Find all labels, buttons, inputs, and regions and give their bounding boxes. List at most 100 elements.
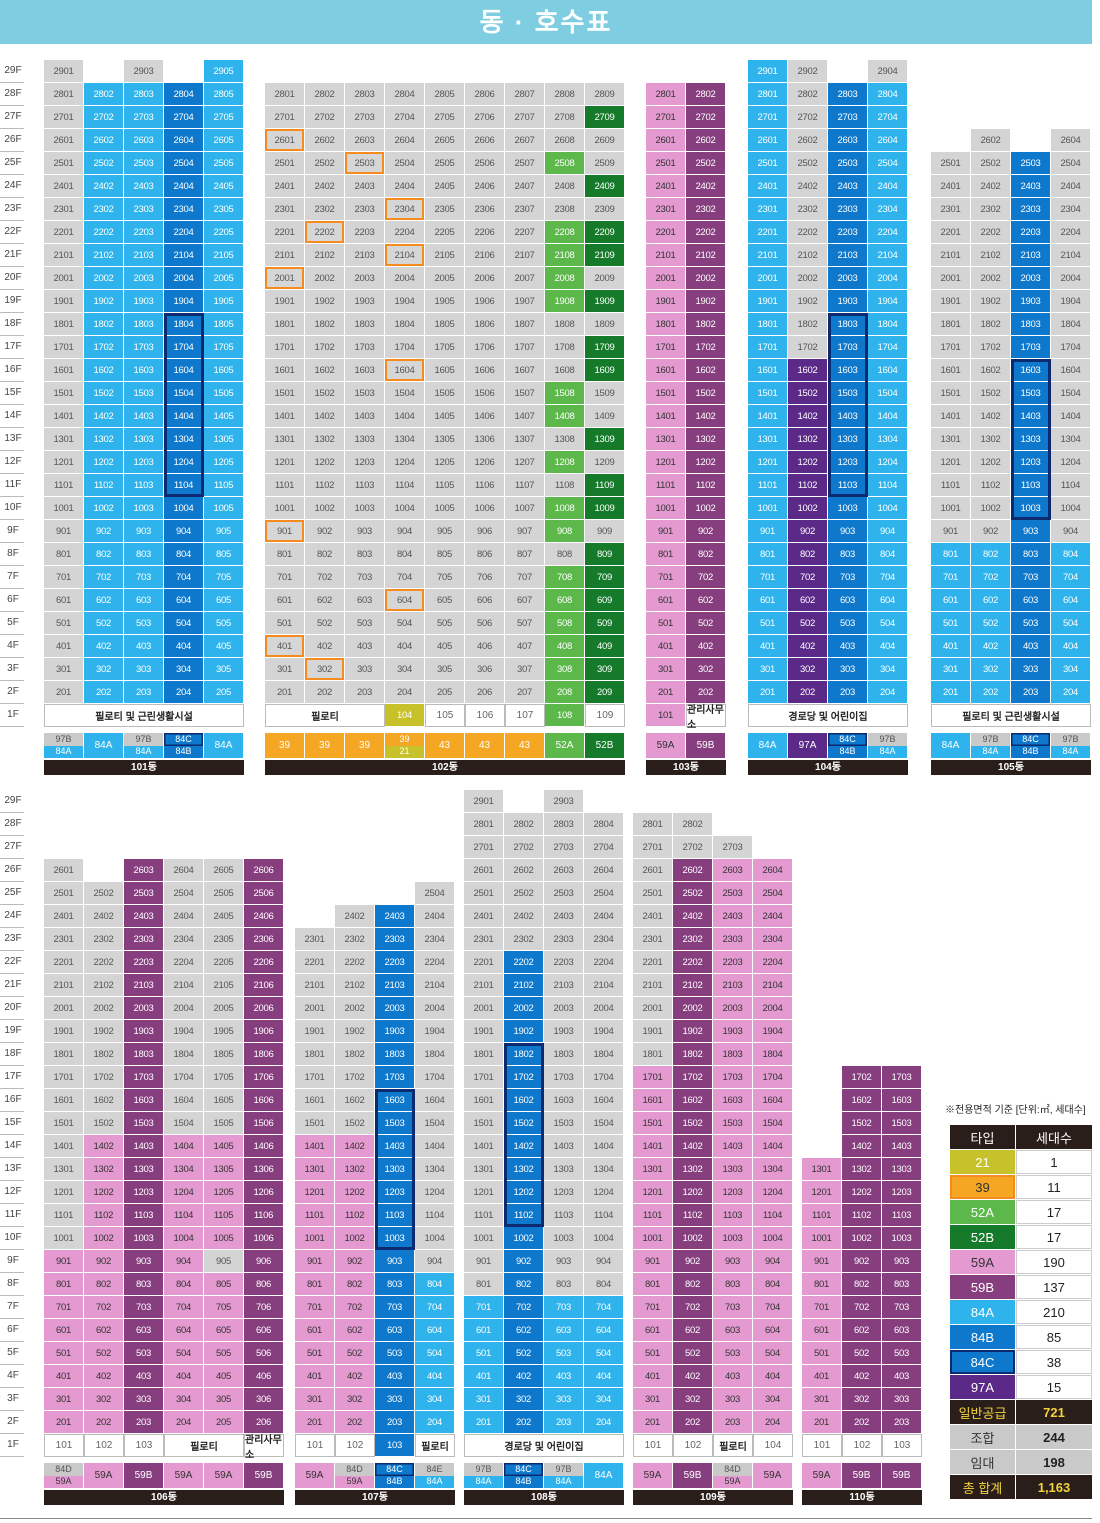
unit-cell: 2402 [971, 175, 1011, 198]
unit-cell: 2506 [244, 882, 284, 905]
unit-cell: 2602 [673, 859, 713, 882]
unit-cell: 203 [124, 1411, 164, 1434]
unit-cell: 1501 [464, 1112, 504, 1135]
unit-cell: 402 [686, 635, 726, 658]
unit-cell: 2203 [375, 951, 415, 974]
legend-type: 52B [950, 1225, 1015, 1249]
unit-cell: 2103 [345, 244, 385, 267]
unit-cell: 1601 [464, 1089, 504, 1112]
first-floor-facility: 경로당 및 어린이집 [748, 704, 908, 727]
unit-cell: 603 [1011, 589, 1051, 612]
unit-cell: 2102 [686, 244, 726, 267]
unit-cell: 2505 [204, 882, 244, 905]
unit-cell: 1008 [545, 497, 585, 520]
unit-cell: 2406 [465, 175, 505, 198]
unit-cell: 302 [84, 658, 124, 681]
floor-divider [0, 881, 24, 882]
unit-cell: 401 [633, 1365, 673, 1388]
unit-cell: 803 [1011, 543, 1051, 566]
unit-cell: 301 [646, 658, 686, 681]
building-name: 106동 [44, 1490, 284, 1505]
unit-cell: 1006 [244, 1227, 284, 1250]
unit-cell: 2206 [244, 951, 284, 974]
unit-cell: 1301 [748, 428, 788, 451]
unit-cell: 1001 [295, 1227, 335, 1250]
unit-cell: 904 [164, 1250, 204, 1273]
unit-cell: 1103 [375, 1204, 415, 1227]
unit-cell: 1804 [164, 1043, 204, 1066]
unit-cell: 2604 [164, 859, 204, 882]
unit-cell: 901 [464, 1250, 504, 1273]
unit-cell: 705 [425, 566, 465, 589]
unit-cell: 1703 [828, 336, 868, 359]
unit-cell: 301 [265, 658, 305, 681]
unit-cell: 602 [305, 589, 345, 612]
unit-cell: 1608 [545, 359, 585, 382]
unit-cell: 1006 [465, 497, 505, 520]
unit-type-box: 84C 84B [375, 1463, 415, 1488]
unit-cell: 1402 [335, 1135, 375, 1158]
unit-cell: 1402 [673, 1135, 713, 1158]
unit-cell: 704 [385, 566, 425, 589]
floor-label: 18F [4, 318, 22, 329]
unit-cell: 1204 [753, 1181, 793, 1204]
legend-type: 39 [950, 1175, 1015, 1199]
unit-cell: 801 [633, 1273, 673, 1296]
unit-cell: 1601 [44, 1089, 84, 1112]
unit-cell: 2502 [788, 152, 828, 175]
unit-cell: 2202 [504, 951, 544, 974]
unit-cell: 203 [544, 1411, 584, 1434]
unit-cell: 1803 [375, 1043, 415, 1066]
unit-cell: 902 [788, 520, 828, 543]
unit-cell: 1103 [544, 1204, 584, 1227]
unit-cell: 1702 [686, 336, 726, 359]
floor-divider [0, 1065, 24, 1066]
unit-cell: 301 [633, 1388, 673, 1411]
unit-cell: 1103 [124, 474, 164, 497]
unit-cell: 1203 [124, 451, 164, 474]
unit-cell: 403 [375, 1365, 415, 1388]
floor-divider [0, 927, 24, 928]
unit-cell: 804 [164, 1273, 204, 1296]
unit-cell: 2201 [646, 221, 686, 244]
unit-cell: 901 [633, 1250, 673, 1273]
unit-cell: 2203 [713, 951, 753, 974]
unit-cell: 1403 [375, 1135, 415, 1158]
unit-cell: 1104 [584, 1204, 624, 1227]
unit-cell: 502 [84, 612, 124, 635]
unit-cell: 1502 [335, 1112, 375, 1135]
building-name: 102동 [265, 760, 625, 775]
unit-cell: 902 [686, 520, 726, 543]
unit-type-box: 59A [84, 1463, 124, 1488]
unit-cell: 1801 [464, 1043, 504, 1066]
unit-type-box: 84C 84B [1011, 733, 1051, 758]
unit-cell: 901 [295, 1250, 335, 1273]
unit-cell: 1103 [882, 1204, 922, 1227]
unit-cell: 304 [164, 658, 204, 681]
unit-cell: 1501 [633, 1112, 673, 1135]
unit-cell: 606 [465, 589, 505, 612]
unit-cell: 2702 [788, 106, 828, 129]
unit-type-box: 84A [931, 733, 971, 758]
unit-cell: 1403 [124, 1135, 164, 1158]
unit-cell: 302 [305, 658, 345, 681]
unit-cell: 2602 [788, 129, 828, 152]
unit-cell: 1801 [265, 313, 305, 336]
floor-label: 29F [4, 65, 22, 76]
unit-cell: 2102 [673, 974, 713, 997]
unit-type-label: 84A [544, 1475, 583, 1488]
unit-cell: 2106 [244, 974, 284, 997]
unit-cell: 1906 [465, 290, 505, 313]
unit-cell: 1505 [425, 382, 465, 405]
unit-cell: 2801 [748, 83, 788, 106]
unit-cell: 302 [788, 658, 828, 681]
unit-cell: 2603 [713, 859, 753, 882]
unit-cell: 1905 [204, 290, 244, 313]
unit-type-box: 59A [295, 1463, 335, 1488]
unit-cell: 1805 [204, 1043, 244, 1066]
unit-cell: 1506 [244, 1112, 284, 1135]
unit-cell: 1103 [828, 474, 868, 497]
unit-cell: 2702 [84, 106, 124, 129]
unit-cell: 2209 [585, 221, 625, 244]
